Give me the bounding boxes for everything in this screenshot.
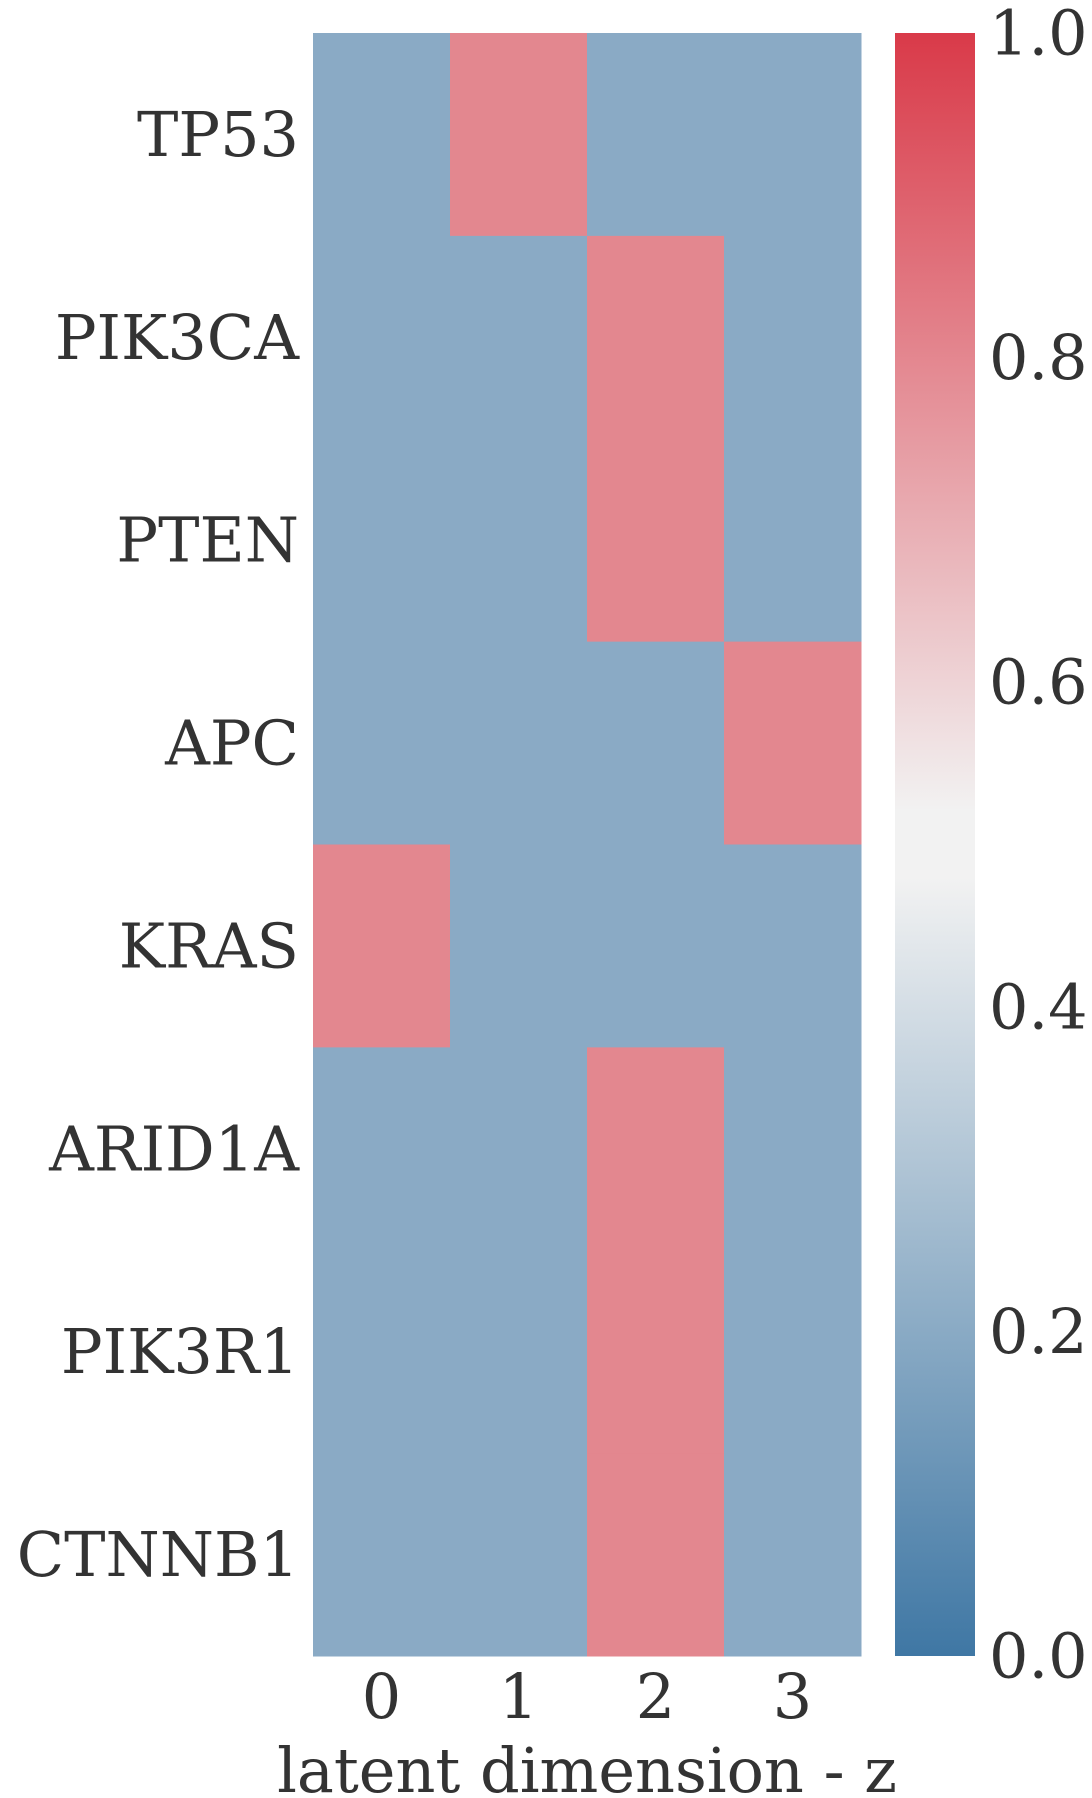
heatmap-cell-arid1a-1 — [450, 1047, 588, 1251]
colorbar-gradient — [895, 33, 975, 1656]
heatmap-cell-pik3ca-1 — [450, 235, 588, 440]
heatmap-cell-arid1a-2 — [587, 1047, 725, 1251]
heatmap-cell-kras-3 — [724, 844, 862, 1048]
colorbar: 0.0 0.2 0.4 0.6 0.8 1.0 — [895, 0, 1088, 1693]
y-tick-label-apc: APC — [164, 707, 299, 780]
x-tick-label-1: 1 — [499, 1660, 538, 1733]
y-tick-label-ctnnb1: CTNNB1 — [17, 1518, 299, 1591]
y-tick-label-tp53: TP53 — [137, 98, 299, 171]
heatmap-cell-pik3ca-3 — [724, 235, 862, 440]
heatmap-cell-ctnnb1-0 — [313, 1453, 451, 1657]
heatmap-cell-pten-0 — [313, 438, 451, 643]
heatmap-cell-pik3r1-3 — [724, 1250, 862, 1454]
heatmap-cell-arid1a-3 — [724, 1047, 862, 1251]
x-tick-label-3: 3 — [773, 1660, 812, 1733]
heatmap-cell-pten-2 — [587, 438, 725, 643]
heatmap-cell-tp53-3 — [724, 33, 862, 237]
heatmap-cell-tp53-2 — [587, 33, 725, 237]
heatmap-cell-apc-3 — [724, 641, 862, 845]
heatmap-cell-ctnnb1-1 — [450, 1453, 588, 1657]
colorbar-tick-0.4: 0.4 — [989, 970, 1088, 1043]
x-axis-label: latent dimension - z — [277, 1734, 897, 1798]
y-tick-label-pik3r1: PIK3R1 — [61, 1315, 299, 1388]
heatmap-cell-pten-3 — [724, 438, 862, 643]
y-tick-label-pten: PTEN — [116, 504, 299, 577]
heatmap-cell-pik3r1-0 — [313, 1250, 451, 1454]
heatmap-cell-pik3r1-2 — [587, 1250, 725, 1454]
y-tick-labels: TP53 PIK3CA PTEN APC KRAS ARID1A PIK3R1 CTNNB1 — [17, 98, 301, 1591]
colorbar-tick-0.2: 0.2 — [989, 1295, 1088, 1368]
heatmap-cell-pten-1 — [450, 438, 588, 643]
heatmap-cell-tp53-0 — [313, 33, 451, 237]
colorbar-tick-labels: 0.0 0.2 0.4 0.6 0.8 1.0 — [989, 0, 1088, 1693]
y-tick-label-pik3ca: PIK3CA — [55, 301, 300, 374]
colorbar-tick-0.8: 0.8 — [989, 321, 1088, 394]
heatmap-cell-pik3r1-1 — [450, 1250, 588, 1454]
colorbar-tick-1.0: 1.0 — [989, 0, 1088, 70]
heatmap-cell-apc-2 — [587, 641, 725, 845]
heatmap-cell-kras-2 — [587, 844, 725, 1048]
x-tick-label-0: 0 — [362, 1660, 401, 1733]
heatmap-cell-ctnnb1-3 — [724, 1453, 862, 1657]
heatmap-cell-pik3ca-0 — [313, 235, 451, 440]
heatmap-cell-arid1a-0 — [313, 1047, 451, 1251]
y-tick-label-arid1a: ARID1A — [48, 1112, 300, 1185]
colorbar-tick-0.0: 0.0 — [989, 1620, 1088, 1693]
heatmap-cell-tp53-1 — [450, 33, 588, 237]
heatmap-cell-apc-1 — [450, 641, 588, 845]
heatmap-cell-pik3ca-2 — [587, 235, 725, 440]
heatmap-cell-kras-0 — [313, 844, 451, 1048]
heatmap-cell-apc-0 — [313, 641, 451, 845]
y-tick-label-kras: KRAS — [119, 909, 299, 982]
colorbar-tick-0.6: 0.6 — [989, 646, 1088, 719]
x-tick-label-2: 2 — [636, 1660, 675, 1733]
x-tick-labels: 0 1 2 3 — [362, 1660, 812, 1733]
heatmap-cells — [313, 33, 862, 1657]
heatmap-cell-ctnnb1-2 — [587, 1453, 725, 1657]
heatmap-cell-kras-1 — [450, 844, 588, 1048]
